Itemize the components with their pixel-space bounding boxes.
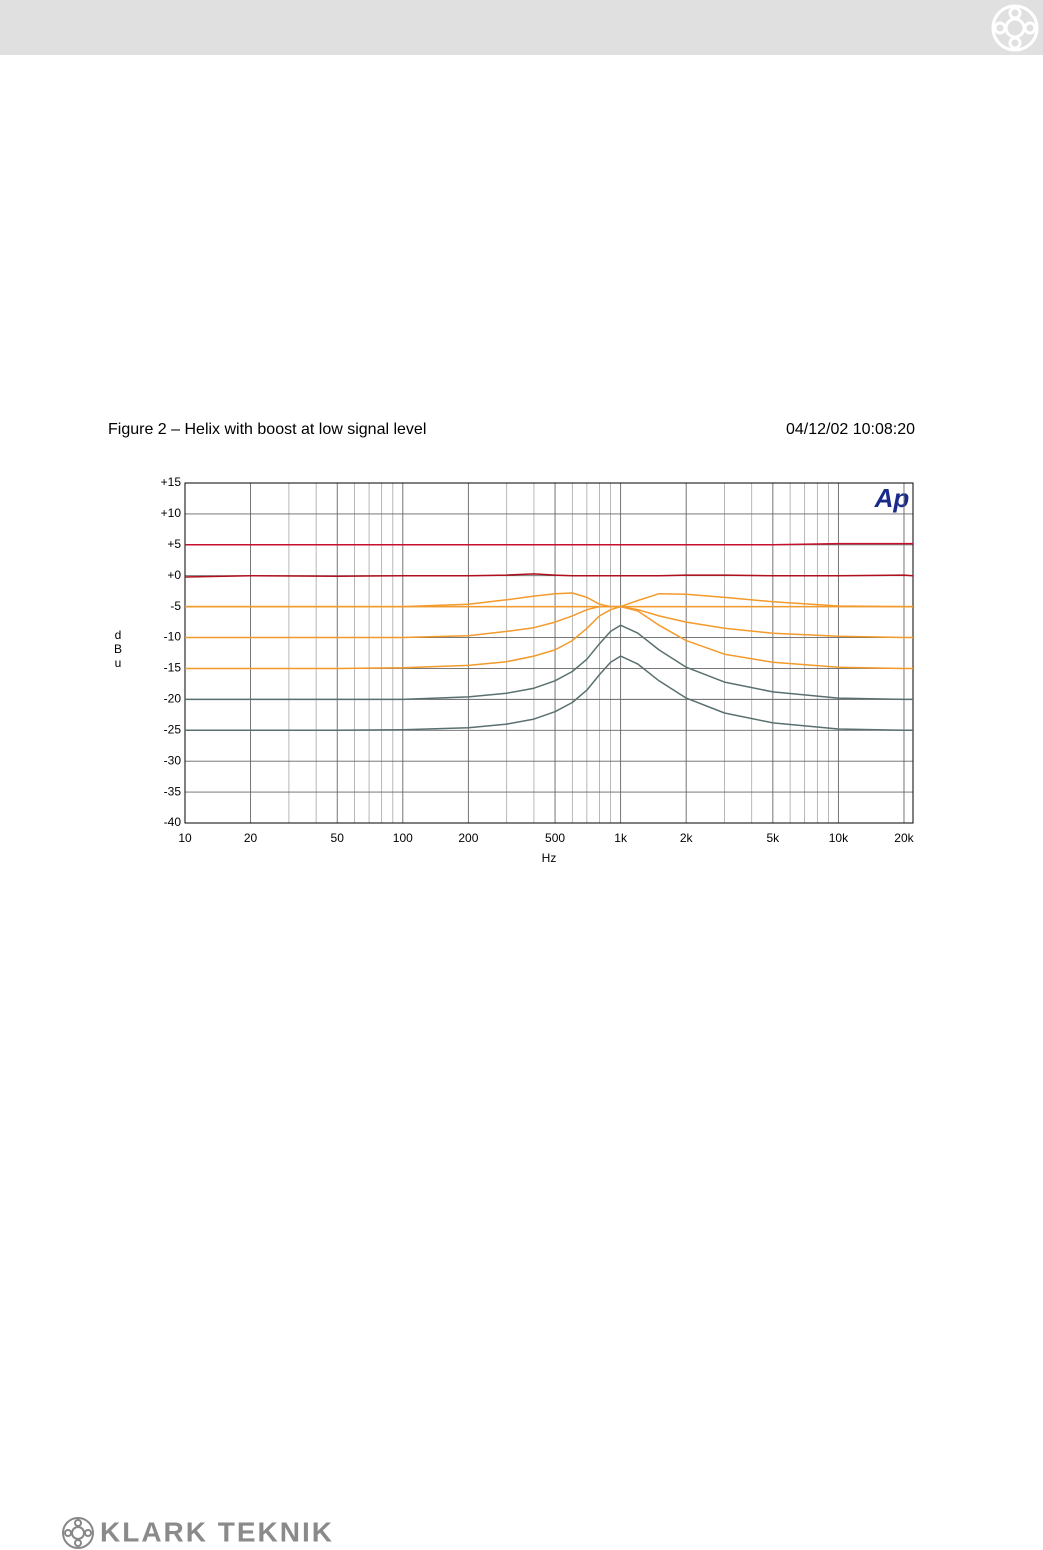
curve [184,573,914,578]
y-tick-label: -40 [164,815,182,829]
plot-frame [184,482,914,824]
header-bar [0,0,1043,55]
y-tick-label: +10 [161,506,182,520]
y-tick-label: +0 [167,568,181,582]
x-tick-label: 20 [244,831,258,845]
x-tick-label: 100 [393,831,413,845]
timestamp: 04/12/02 10:08:20 [786,421,915,438]
x-tick-label: 500 [545,831,565,845]
x-tick-label: 2k [680,831,694,845]
y-tick-label: -25 [164,722,182,736]
curve [185,655,913,732]
curve [185,605,913,639]
y-tick-label: -15 [164,661,182,675]
curve [185,592,913,608]
x-axis-label: Hz [542,851,557,865]
footer-logo [62,1517,94,1549]
curve [185,605,913,670]
y-tick-label: -5 [170,599,181,613]
x-tick-label: 10 [178,831,192,845]
curve [185,592,913,608]
figure-title: Figure 2 – Helix with boost at low signa… [108,421,426,438]
curve [185,542,913,546]
y-tick-label: +15 [161,475,182,489]
x-tick-label: 10k [829,831,849,845]
y-tick-label: -10 [164,630,182,644]
y-tick-label: -20 [164,692,182,706]
x-tick-label: 5k [767,831,781,845]
y-tick-label: -35 [164,784,182,798]
header-icon [991,4,1039,52]
curve [185,624,913,701]
ap-logo: Ap [874,483,910,513]
x-tick-label: 200 [458,831,478,845]
y-tick-label: -30 [164,753,182,767]
y-tick-label: +5 [167,537,181,551]
y-axis-label: dBu [111,628,125,670]
footer-brand: KLARK TEKNIK [100,1516,334,1547]
x-tick-label: 50 [331,831,345,845]
x-tick-label: 20k [894,831,914,845]
x-tick-label: 1k [614,831,628,845]
